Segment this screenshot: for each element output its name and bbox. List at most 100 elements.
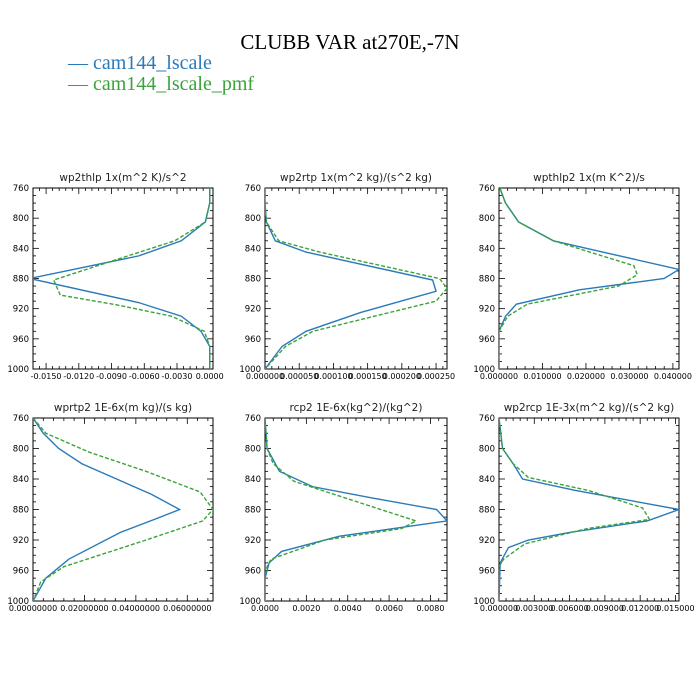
y-tick-label: 960 <box>245 567 261 577</box>
chart-panel-6: wp2rcp 1E-3x(m^2 kg)/(s^2 kg) 760 800 840 88… <box>473 402 694 613</box>
y-tick-label: 760 <box>479 184 495 194</box>
y-tick-label: 840 <box>13 244 29 254</box>
series-line-lscale-pmf <box>499 188 639 369</box>
panel-title: wp2rcp 1E-3x(m^2 kg)/(s^2 kg) <box>504 402 675 414</box>
legend-line-icon: — <box>68 73 88 95</box>
x-tick-label: 0.00000000 <box>9 604 57 613</box>
y-tick-label: 840 <box>245 475 261 485</box>
legend-line-icon: — <box>68 52 88 74</box>
x-tick-label: 0.000100 <box>314 372 352 381</box>
x-tick-label: 0.0020 <box>292 604 320 613</box>
x-tick-label: -0.0120 <box>63 372 94 381</box>
chart-panel-2: wp2rtp 1x(m^2 kg)/(s^2 kg) 760 800 840 880 92… <box>239 172 455 381</box>
plot-frame <box>498 187 680 370</box>
y-tick-label: 1000 <box>7 365 29 375</box>
chart-panel-3: wpthlp2 1x(m K^2)/s 760 800 840 880 920 960 100… <box>473 172 692 381</box>
y-tick-label: 800 <box>245 214 261 224</box>
series-line-lscale <box>33 418 182 601</box>
x-tick-label: 0.000250 <box>417 372 455 381</box>
legend-label: cam144_lscale <box>93 52 212 74</box>
series-line-lscale-pmf <box>33 418 213 601</box>
y-tick-label: 1000 <box>239 365 261 375</box>
figure-title: CLUBB VAR at270E,-7N <box>240 30 460 54</box>
x-tick-label: -0.0060 <box>129 372 160 381</box>
y-tick-label: 920 <box>479 536 495 546</box>
series-line-lscale <box>265 188 437 369</box>
x-tick-label: 0.04000000 <box>112 604 160 613</box>
x-tick-label: 0.0000 <box>196 372 224 381</box>
y-tick-label: 760 <box>13 414 29 424</box>
y-tick-label: 760 <box>245 414 261 424</box>
y-tick-label: 760 <box>245 184 261 194</box>
x-tick-label: 0.030000 <box>610 372 648 381</box>
x-tick-label: 0.000000 <box>480 604 518 613</box>
x-tick-label: -0.0150 <box>31 372 62 381</box>
series-line-lscale-pmf <box>499 418 651 601</box>
y-tick-label: 800 <box>479 445 495 455</box>
series-line-lscale <box>499 188 679 369</box>
y-tick-label: 960 <box>479 335 495 345</box>
y-tick-label: 840 <box>479 244 495 254</box>
x-tick-label: 0.000200 <box>383 372 421 381</box>
y-tick-label: 1000 <box>473 365 495 375</box>
y-tick-label: 880 <box>245 506 261 516</box>
panel-title: wp2thlp 1x(m^2 K)/s^2 <box>59 172 186 184</box>
y-tick-label: 800 <box>13 214 29 224</box>
y-tick-label: 960 <box>13 335 29 345</box>
y-tick-label: 920 <box>245 305 261 315</box>
x-tick-label: -0.0030 <box>162 372 193 381</box>
y-tick-label: 960 <box>479 567 495 577</box>
legend-label: cam144_lscale_pmf <box>93 73 255 95</box>
y-tick-label: 840 <box>245 244 261 254</box>
y-tick-label: 760 <box>13 184 29 194</box>
chart-panel-1: wp2thlp 1x(m^2 K)/s^2 760 800 840 880 920 960 1… <box>7 172 223 381</box>
y-tick-label: 920 <box>479 305 495 315</box>
x-tick-label: 0.000150 <box>349 372 387 381</box>
x-tick-label: 0.0060 <box>375 604 403 613</box>
y-tick-label: 880 <box>245 275 261 285</box>
x-tick-label: 0.006000 <box>551 604 589 613</box>
x-tick-label: 0.009000 <box>586 604 624 613</box>
panel-title: rcp2 1E-6x(kg^2)/(kg^2) <box>290 402 423 414</box>
panel-title: wpthlp2 1x(m K^2)/s <box>533 172 645 184</box>
y-tick-label: 880 <box>13 506 29 516</box>
y-tick-label: 800 <box>13 445 29 455</box>
x-tick-label: 0.0000 <box>251 604 279 613</box>
series-line-lscale-pmf <box>265 418 418 601</box>
legend-item-lscale-pmf: — cam144_lscale_pmf <box>68 73 254 96</box>
y-tick-label: 920 <box>13 305 29 315</box>
series-line-lscale <box>265 418 447 601</box>
plot-frame <box>32 417 214 602</box>
x-tick-label: 0.0040 <box>334 604 362 613</box>
x-tick-label: -0.0090 <box>96 372 127 381</box>
x-tick-label: 0.02000000 <box>60 604 108 613</box>
x-tick-label: 0.003000 <box>515 604 553 613</box>
y-tick-label: 880 <box>479 506 495 516</box>
y-tick-label: 880 <box>479 275 495 285</box>
x-tick-label: 0.012000 <box>621 604 659 613</box>
y-tick-label: 960 <box>13 567 29 577</box>
x-tick-label: 0.0080 <box>416 604 444 613</box>
y-tick-label: 1000 <box>473 597 495 607</box>
series-line-lscale <box>499 418 679 601</box>
y-tick-label: 920 <box>245 536 261 546</box>
y-tick-label: 800 <box>479 214 495 224</box>
y-tick-label: 840 <box>479 475 495 485</box>
x-tick-label: 0.000000 <box>246 372 284 381</box>
series-line-lscale-pmf <box>52 188 211 369</box>
panel-title: wprtp2 1E-6x(m kg)/(s kg) <box>54 402 192 414</box>
panel-title: wp2rtp 1x(m^2 kg)/(s^2 kg) <box>280 172 432 184</box>
x-tick-label: 0.06000000 <box>163 604 211 613</box>
y-tick-label: 760 <box>479 414 495 424</box>
y-tick-label: 1000 <box>7 597 29 607</box>
y-tick-label: 960 <box>245 335 261 345</box>
y-tick-label: 840 <box>13 475 29 485</box>
y-tick-label: 1000 <box>239 597 261 607</box>
x-tick-label: 0.000000 <box>480 372 518 381</box>
series-line-lscale-pmf <box>265 188 447 369</box>
plot-frame <box>498 417 680 602</box>
y-tick-label: 800 <box>245 445 261 455</box>
x-tick-label: 0.015000 <box>656 604 694 613</box>
legend-item-lscale: — cam144_lscale <box>68 52 212 75</box>
x-tick-label: 0.040000 <box>654 372 692 381</box>
